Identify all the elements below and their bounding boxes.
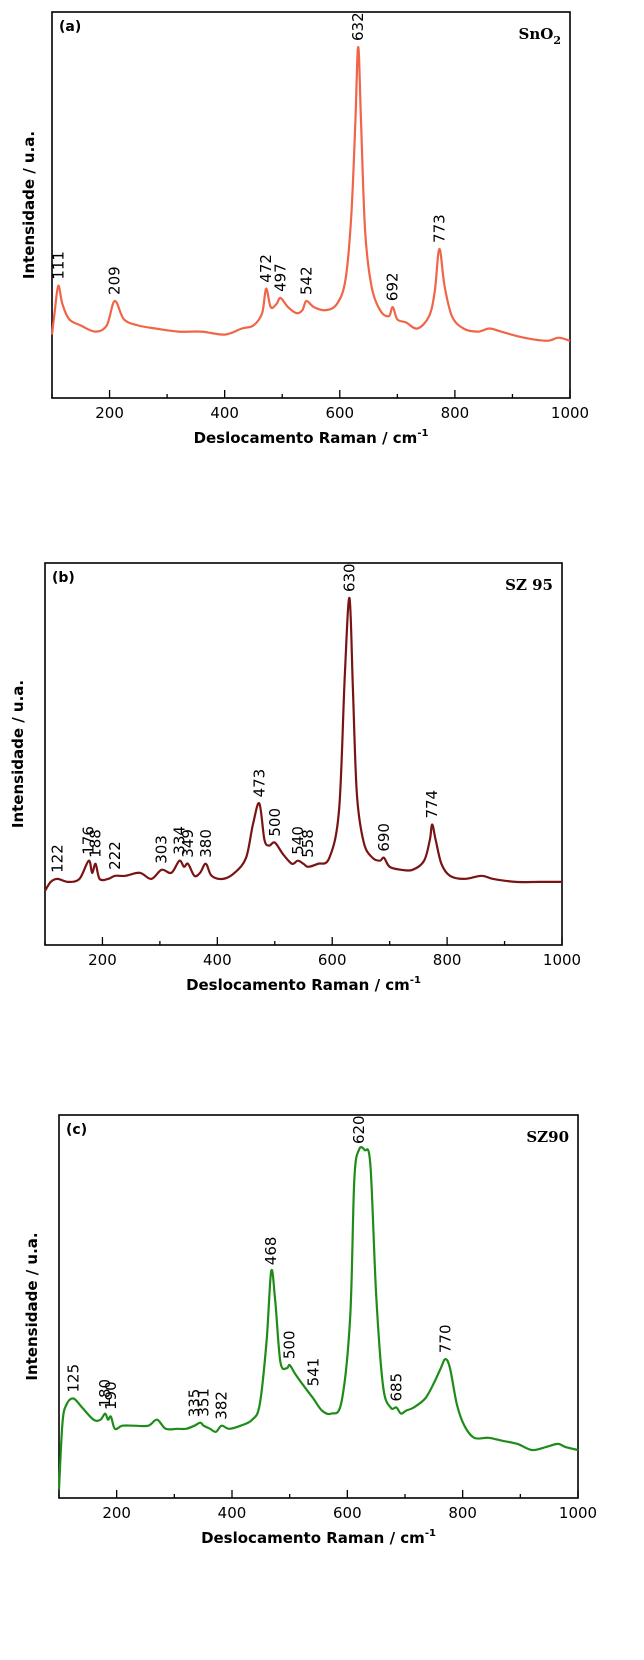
x-tick-label: 400 (203, 951, 232, 969)
peak-label: 472 (257, 254, 275, 283)
x-axis-title: Deslocamento Raman / cm-1 (194, 428, 429, 447)
x-tick-label: 1000 (559, 1504, 597, 1522)
x-tick-label: 200 (95, 404, 124, 422)
x-tick-label: 800 (433, 951, 462, 969)
chart-panel-1: 200 400 600 800 1000 Deslocamento Raman / cm-… (20, 11, 589, 447)
plot-frame (44, 562, 563, 946)
peak-label: 382 (213, 1391, 231, 1420)
x-tick-label: 1000 (551, 404, 589, 422)
spectrum-line (50, 45, 571, 342)
peak-label: 111 (49, 251, 67, 280)
panel-tag: (a) (59, 19, 81, 35)
peak-label: 335 (186, 1389, 204, 1418)
chart-panel-2: 200 400 600 800 1000 Deslocamento Raman / cm-… (9, 562, 581, 994)
y-axis-title: Intensidade / u.a. (9, 680, 27, 828)
sample-label: SnO2 (519, 25, 561, 47)
x-tick-label: 800 (441, 404, 470, 422)
x-tick-label: 1000 (543, 951, 581, 969)
peak-label: 540 (289, 826, 307, 855)
peak-label: 351 (195, 1388, 213, 1417)
peak-label: 690 (375, 823, 393, 852)
peak-label: 620 (350, 1115, 368, 1144)
peak-label: 180 (96, 1379, 114, 1408)
peak-label: 774 (423, 790, 441, 819)
peak-label: 773 (430, 214, 448, 243)
sample-label: SZ 95 (505, 576, 553, 594)
peak-label: 303 (153, 835, 171, 864)
x-tick-label: 600 (333, 1504, 362, 1522)
peak-label: 380 (197, 829, 215, 858)
peak-label: 125 (64, 1364, 82, 1393)
x-tick-label: 200 (102, 1504, 131, 1522)
peak-label: 188 (87, 829, 105, 858)
peak-label: 500 (281, 1330, 299, 1359)
x-axis-title: Deslocamento Raman / cm-1 (186, 975, 421, 994)
peak-label: 632 (349, 12, 367, 41)
peak-label: 190 (102, 1381, 120, 1410)
plot-frame (58, 1114, 579, 1499)
peak-label: 349 (179, 829, 197, 858)
peak-label: 497 (272, 263, 290, 292)
peak-label: 122 (49, 844, 67, 873)
peak-label: 473 (250, 769, 268, 798)
chart-panel-3: 200 400 600 800 1000 Deslocamento Raman / cm-… (23, 1114, 597, 1547)
spectrum-line (57, 1146, 579, 1490)
y-axis-title: Intensidade / u.a. (23, 1232, 41, 1380)
x-tick-label: 600 (325, 404, 354, 422)
peak-label: 222 (106, 841, 124, 870)
peak-label: 334 (170, 826, 188, 855)
sample-label: SZ90 (526, 1128, 569, 1146)
spectrum-line (44, 596, 562, 892)
x-tick-label: 400 (218, 1504, 247, 1522)
peak-label: 209 (106, 266, 124, 295)
x-tick-label: 600 (318, 951, 347, 969)
peak-label: 685 (387, 1373, 405, 1402)
peak-label: 176 (80, 826, 98, 855)
peak-label: 541 (304, 1358, 322, 1387)
peak-label: 542 (297, 266, 315, 295)
peak-label: 500 (266, 808, 284, 837)
plot-frame (51, 11, 571, 399)
peak-label: 770 (436, 1324, 454, 1353)
peak-label: 468 (262, 1237, 280, 1266)
x-axis-title: Deslocamento Raman / cm-1 (201, 1528, 436, 1547)
panel-tag: (b) (52, 570, 75, 586)
x-tick-label: 200 (88, 951, 117, 969)
peak-label: 630 (341, 563, 359, 592)
y-axis-title: Intensidade / u.a. (20, 131, 38, 279)
peak-label: 558 (299, 829, 317, 858)
x-tick-label: 400 (210, 404, 239, 422)
peak-label: 692 (384, 272, 402, 301)
x-tick-label: 800 (448, 1504, 477, 1522)
panel-tag: (c) (66, 1122, 87, 1138)
